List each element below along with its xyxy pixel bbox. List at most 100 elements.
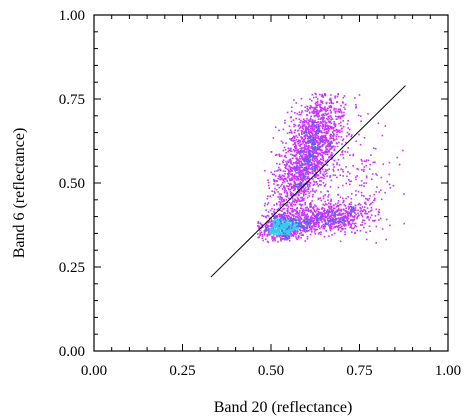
data-point: [316, 129, 319, 132]
data-point: [324, 138, 327, 140]
data-point: [301, 151, 303, 153]
data-point: [324, 139, 326, 141]
data-point: [344, 216, 346, 219]
data-point: [336, 162, 338, 164]
data-point: [275, 215, 277, 217]
data-point: [324, 225, 327, 228]
data-point: [284, 122, 286, 124]
data-point: [290, 120, 293, 123]
data-point: [361, 169, 363, 171]
data-point: [350, 201, 352, 204]
data-point: [321, 137, 323, 140]
data-point: [314, 102, 317, 105]
data-point: [305, 128, 308, 130]
data-point: [340, 208, 342, 211]
data-point: [301, 187, 303, 190]
data-point: [292, 218, 294, 221]
data-point: [309, 160, 311, 163]
data-point: [286, 204, 289, 206]
data-point: [303, 214, 306, 216]
data-point: [287, 232, 289, 235]
data-point: [287, 160, 289, 162]
data-point: [314, 137, 316, 139]
data-point: [317, 118, 320, 120]
data-point: [304, 186, 307, 189]
data-point: [295, 172, 297, 174]
data-point: [307, 175, 309, 178]
data-point: [308, 159, 310, 161]
data-point: [318, 139, 321, 142]
data-point: [345, 223, 347, 226]
data-point: [334, 203, 337, 205]
data-point: [329, 125, 331, 128]
data-point: [288, 236, 290, 239]
data-point: [326, 148, 329, 150]
data-point: [325, 110, 327, 113]
data-point: [361, 210, 364, 213]
data-point: [328, 156, 330, 158]
data-point: [276, 215, 278, 217]
data-point: [278, 221, 280, 224]
data-point: [289, 217, 292, 219]
data-point: [274, 126, 277, 128]
data-point: [289, 149, 291, 151]
data-point: [296, 232, 299, 234]
data-point: [321, 125, 323, 128]
data-point: [288, 172, 291, 175]
data-point: [315, 225, 317, 228]
data-point: [300, 207, 302, 209]
data-point: [329, 221, 331, 223]
data-point: [342, 184, 344, 187]
data-point: [317, 132, 320, 135]
data-point: [348, 220, 351, 223]
data-point: [346, 135, 348, 137]
data-point: [301, 225, 304, 227]
data-point: [330, 208, 333, 211]
data-point: [298, 214, 301, 216]
data-point: [347, 120, 349, 122]
data-point: [295, 175, 298, 178]
data-point: [319, 154, 322, 156]
data-point: [303, 149, 306, 151]
data-point: [321, 162, 324, 164]
data-point: [327, 139, 329, 142]
data-point: [264, 230, 266, 233]
data-point: [369, 163, 371, 166]
data-point: [335, 210, 338, 213]
data-point: [300, 98, 303, 100]
data-point: [333, 134, 335, 136]
data-point: [316, 222, 319, 224]
data-point: [312, 211, 314, 214]
data-point: [281, 230, 283, 232]
data-point: [325, 101, 328, 104]
data-point: [278, 129, 280, 132]
data-point: [306, 213, 309, 215]
data-point: [315, 189, 317, 192]
data-point: [324, 194, 326, 196]
data-point: [331, 225, 333, 228]
data-point: [288, 131, 291, 134]
data-point: [294, 232, 296, 234]
data-point: [333, 123, 335, 126]
data-point: [306, 162, 308, 165]
data-point: [310, 164, 312, 166]
data-point: [349, 223, 351, 225]
data-point: [300, 226, 303, 229]
data-point: [297, 183, 300, 185]
data-point: [283, 146, 286, 149]
data-point: [384, 191, 386, 194]
data-point: [299, 121, 301, 124]
data-point: [332, 102, 335, 105]
data-point: [334, 139, 336, 141]
data-point: [321, 95, 324, 97]
data-point: [297, 215, 299, 217]
data-point: [309, 221, 312, 223]
data-point: [298, 127, 301, 130]
data-point: [332, 163, 334, 166]
data-point: [326, 175, 328, 177]
data-point: [333, 121, 335, 123]
data-point: [325, 132, 327, 134]
data-point: [332, 209, 335, 211]
data-point: [359, 210, 361, 213]
data-point: [360, 120, 362, 122]
